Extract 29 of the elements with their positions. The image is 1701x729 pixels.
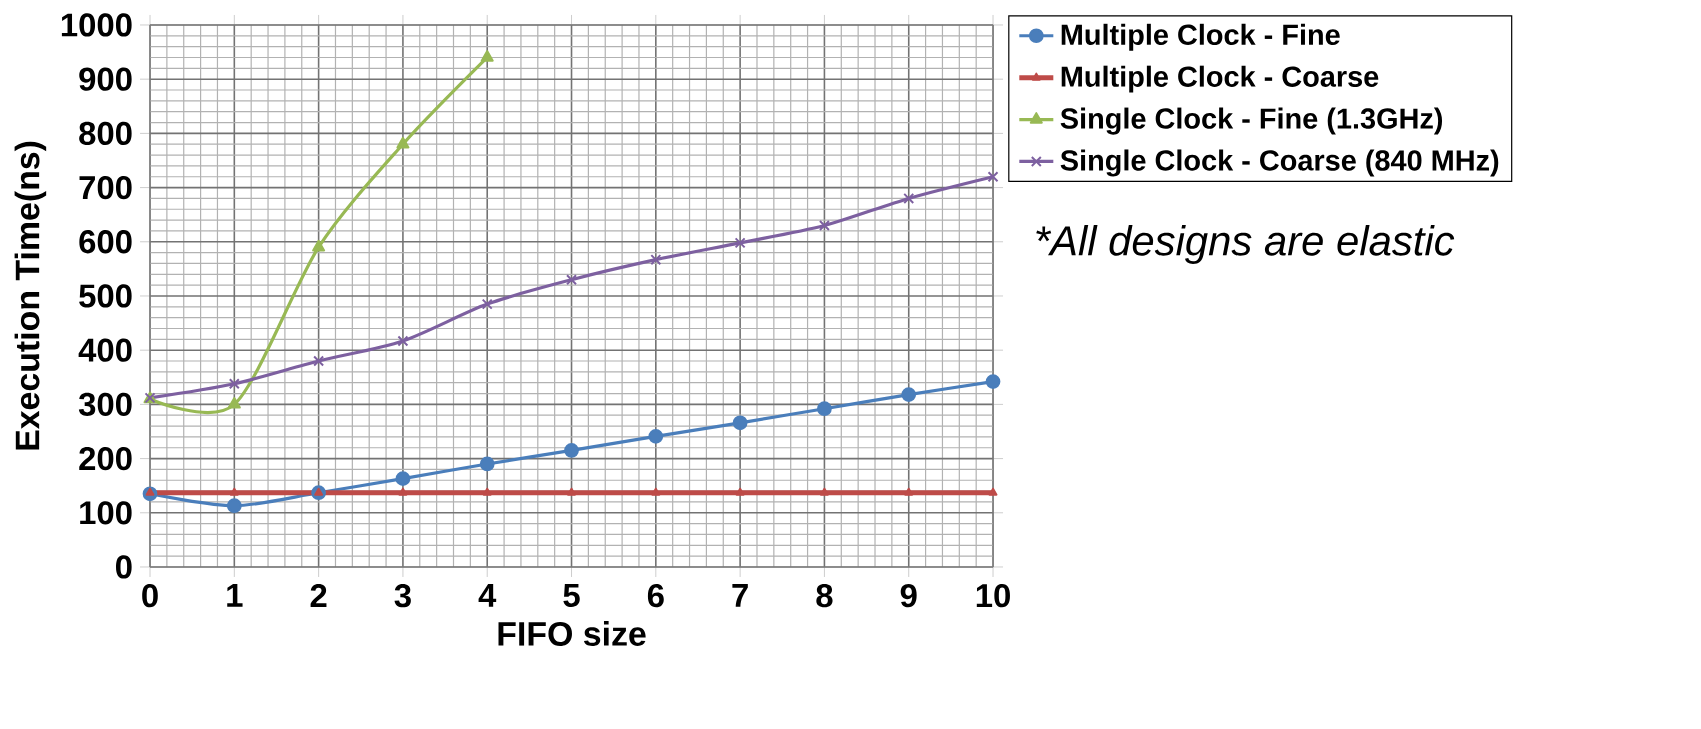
x-tick-label: 3	[394, 584, 411, 608]
x-tick-label: 9	[900, 584, 917, 608]
y-tick-label: 100	[80, 501, 132, 525]
y-tick-label: 200	[79, 446, 132, 471]
x-tick-label: 0	[142, 584, 158, 608]
x-tick-label: 8	[816, 584, 833, 608]
x-tick-label: 5	[563, 584, 580, 607]
legend-label: Single Clock - Coarse (840 MHz)	[1060, 149, 1499, 177]
y-axis-title: Execution Time(ns)	[14, 141, 47, 450]
x-tick-label: 4	[478, 584, 497, 607]
x-tick-label: 2	[310, 584, 327, 607]
legend-label: Multiple Clock - Fine	[1061, 23, 1340, 51]
y-tick-label: 500	[79, 284, 132, 308]
x-axis-title: FIFO size	[498, 621, 646, 646]
x-tick-label: 1	[227, 584, 243, 607]
x-tick-label: 10	[976, 584, 1010, 608]
y-tick-label: 300	[78, 392, 132, 417]
y-tick-label: 700	[79, 175, 132, 200]
text: *All designs are elastic	[1036, 224, 1455, 264]
y-tick-label: 0	[116, 555, 132, 579]
y-tick-label: 800	[79, 121, 132, 146]
legend-label: Multiple Clock - Coarse	[1061, 65, 1379, 93]
y-tick-label: 1000	[61, 13, 132, 37]
legend-label: Single Clock - Fine (1.3GHz)	[1060, 107, 1443, 135]
x-tick-label: 7	[732, 584, 748, 607]
x-tick-label: 6	[647, 584, 664, 608]
y-tick-label: 600	[79, 230, 132, 254]
y-tick-label: 400	[78, 338, 132, 362]
y-tick-label: 900	[79, 67, 132, 91]
